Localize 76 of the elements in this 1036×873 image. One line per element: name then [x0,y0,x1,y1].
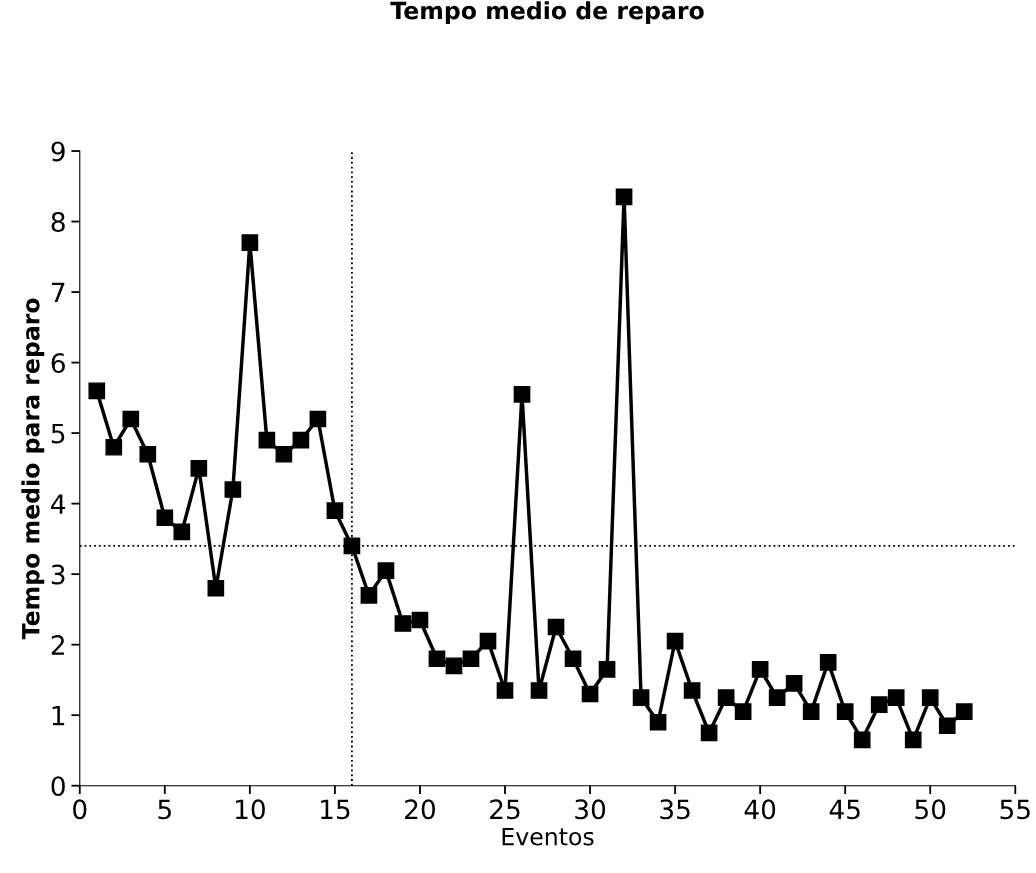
y-tick-label: 1 [52,705,65,726]
y-tick-label: 4 [51,494,66,514]
point [785,675,803,692]
point [904,731,922,749]
y-tick-label: 8 [51,211,65,232]
y-tick-label: 6 [51,353,65,373]
point [258,431,276,449]
x-tick-label: 5 [158,799,171,820]
point [309,410,327,428]
point [802,703,820,720]
y-tick-label: 5 [51,423,65,444]
point [853,731,871,749]
x-tick-label: 50 [915,799,946,820]
point [462,650,480,668]
point [156,509,174,527]
point [105,438,123,456]
x-tick-label: 25 [490,799,520,820]
y-tick-label: 0 [51,776,65,797]
point [513,385,531,403]
point [496,682,514,699]
point [377,562,395,579]
point [921,689,939,706]
point [717,689,735,706]
point [445,657,463,675]
point [819,653,837,671]
x-tick-label: 35 [660,799,690,820]
point [207,579,225,597]
point [581,685,599,703]
point [666,632,684,650]
chart-title: Tempo medio de reparo [390,1,704,24]
point [836,703,854,720]
y-tick-label: 7 [51,282,65,303]
point [955,703,973,720]
point [428,650,446,668]
point [122,410,140,428]
point [88,382,106,400]
point [564,650,582,668]
y-tick-label: 9 [51,141,65,162]
point [734,703,752,720]
point [326,502,344,520]
y-tick-label: 2 [51,635,64,655]
point [241,234,259,252]
point [360,586,378,604]
point [615,188,633,206]
x-axis-title: Eventos [502,827,594,846]
point [530,682,548,699]
y-tick-label: 3 [51,564,65,585]
x-tick-label: 30 [575,799,606,820]
point [190,460,208,477]
point [292,431,310,449]
point [751,661,769,678]
point [275,445,293,463]
point [411,611,429,629]
point [700,724,718,742]
x-tick-label: 45 [829,799,860,820]
x-tick-label: 20 [405,799,435,820]
x-tick-label: 0 [73,799,87,820]
point [683,682,701,699]
x-tick-label: 40 [744,799,776,820]
point [938,717,956,735]
x-tick-label: 15 [321,799,350,820]
point [768,689,786,706]
point [598,661,616,678]
point [632,689,650,706]
x-tick-label: 10 [235,799,265,820]
y-axis-title: Tempo medio para reparo [21,298,45,640]
point [870,696,888,713]
point [649,713,667,731]
point [394,615,412,632]
point [173,523,191,541]
point [547,618,565,636]
point [479,632,497,650]
point [887,689,905,706]
point [224,481,242,498]
point [139,445,157,463]
x-tick-label: 55 [1000,799,1030,820]
